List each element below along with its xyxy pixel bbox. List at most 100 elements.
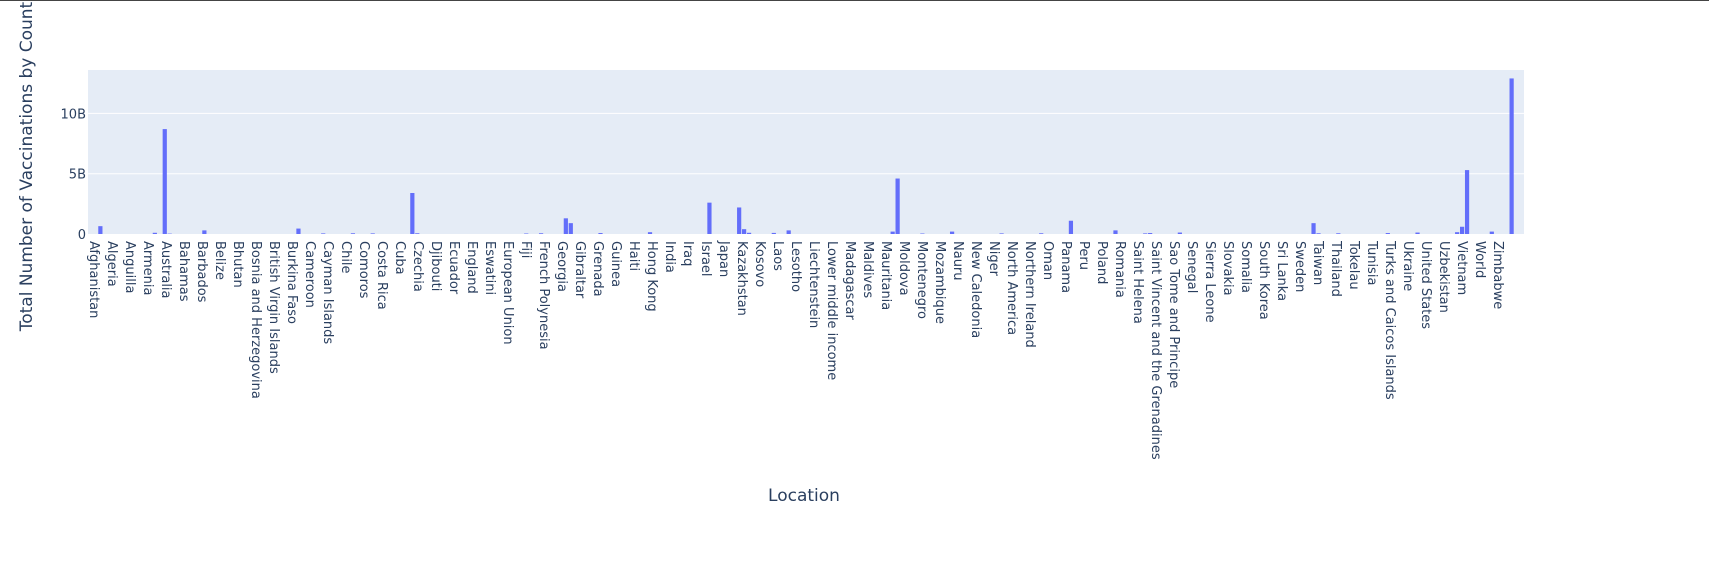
x-tick-label: Bhutan (230, 241, 245, 288)
bar (648, 232, 652, 234)
bar (1316, 233, 1320, 234)
x-tick-label: United States (1418, 241, 1433, 329)
bar (707, 203, 711, 234)
x-tick-label: Belize (212, 241, 227, 280)
bar (1069, 221, 1073, 234)
x-tick-label: Lower middle income (824, 241, 839, 380)
bar (742, 229, 746, 234)
x-tick-label: Japan (716, 240, 731, 277)
x-tick-label: Sri Lanka (1274, 241, 1289, 301)
x-tick-label: Kazakhstan (734, 241, 749, 316)
y-tick-label: 10B (61, 107, 86, 122)
bar (896, 179, 900, 234)
bar (1490, 232, 1494, 234)
x-tick-label: North America (1004, 241, 1019, 335)
x-tick-label: Romania (1112, 241, 1127, 298)
x-tick-label: Djibouti (428, 241, 443, 291)
x-tick-label: Fiji (518, 241, 533, 258)
bar (1465, 170, 1469, 234)
x-tick-label: Madagascar (842, 241, 857, 321)
x-tick-label: England (464, 241, 479, 294)
bar (321, 233, 325, 234)
x-tick-label: Senegal (1184, 241, 1199, 293)
x-tick-label: Uzbekistan (1436, 241, 1451, 313)
x-tick-label: Nauru (950, 241, 965, 281)
x-tick-label: Barbados (194, 241, 209, 303)
x-tick-label: Bahamas (176, 241, 191, 302)
x-tick-label: Israel (698, 241, 713, 277)
bar (153, 233, 157, 234)
bar (999, 233, 1003, 234)
x-tick-label: Saint Helena (1130, 241, 1145, 324)
x-tick-label: Hong Kong (644, 241, 659, 312)
x-tick-label: Haiti (626, 241, 641, 271)
bar (1510, 78, 1514, 234)
x-tick-label: Vietnam (1454, 241, 1469, 295)
bar (202, 230, 206, 234)
x-tick-label: Turks and Caicos Islands (1382, 240, 1397, 400)
x-tick-label: Poland (1094, 241, 1109, 284)
x-tick-label: French Polynesia (536, 241, 551, 350)
x-tick-label: Tunisia (1364, 240, 1379, 285)
bar (98, 226, 102, 234)
x-tick-label: Burkina Faso (284, 241, 299, 324)
top-border-line (0, 0, 1709, 1)
x-tick-label: Mauritania (878, 241, 893, 310)
bar (569, 223, 573, 234)
bar (1455, 232, 1459, 234)
x-tick-label: Ukraine (1400, 241, 1415, 291)
x-tick-label: Sao Tome and Principe (1166, 241, 1181, 388)
x-tick-label: India (662, 241, 677, 273)
x-tick-label: Panama (1058, 241, 1073, 293)
x-tick-label: Lesotho (788, 241, 803, 292)
x-tick-label: Laos (770, 241, 785, 271)
bar (539, 233, 543, 234)
bar (950, 232, 954, 234)
x-tick-label: Saint Vincent and the Grenadines (1148, 241, 1163, 460)
x-tick-label: Maldives (860, 241, 875, 298)
bar (1113, 230, 1117, 234)
x-tick-label: British Virgin Islands (266, 241, 281, 374)
x-tick-label: Mozambique (932, 241, 947, 324)
y-tick-label: 0 (78, 228, 86, 243)
x-tick-label: Thailand (1328, 240, 1343, 297)
x-tick-label: World (1472, 241, 1487, 278)
bar (296, 229, 300, 234)
x-tick-label: Somalia (1238, 241, 1253, 293)
x-tick-label: Gibraltar (572, 241, 587, 299)
bar (163, 129, 167, 234)
x-tick-label: New Caledonia (968, 241, 983, 338)
bar (351, 233, 355, 234)
x-tick-label: Cuba (392, 241, 407, 275)
bar (891, 232, 895, 234)
bar (1460, 227, 1464, 234)
bar (787, 230, 791, 234)
x-tick-label: Armenia (140, 241, 155, 296)
x-tick-label: Montenegro (914, 241, 929, 319)
x-tick-label: South Korea (1256, 241, 1271, 320)
bar (1039, 233, 1043, 234)
bar (1311, 223, 1315, 234)
x-tick-label: Kosovo (752, 241, 767, 287)
x-tick-label: Czechia (410, 241, 425, 292)
x-tick-label: Eswatini (482, 241, 497, 295)
x-tick-label: Slovakia (1220, 241, 1235, 296)
x-tick-label: Cayman Islands (320, 241, 335, 344)
x-tick-label: Cameroon (302, 241, 317, 308)
bar (1178, 233, 1182, 234)
x-tick-label: Bosnia and Herzegovina (248, 241, 263, 399)
x-tick-label: Guinea (608, 241, 623, 287)
y-tick-label: 5B (69, 168, 86, 183)
bar (1148, 233, 1152, 234)
bar (737, 207, 741, 234)
x-tick-label: Ecuador (446, 241, 461, 295)
x-tick-label: Georgia (554, 241, 569, 292)
y-axis-title: Total Number of Vaccinations by Country (17, 0, 37, 332)
plot-area (88, 70, 1524, 234)
x-tick-label: Oman (1040, 241, 1055, 280)
x-tick-label: Moldova (896, 241, 911, 296)
x-tick-label: Northern Ireland (1022, 241, 1037, 348)
x-axis-title: Location (768, 486, 840, 506)
bar (1386, 233, 1390, 234)
